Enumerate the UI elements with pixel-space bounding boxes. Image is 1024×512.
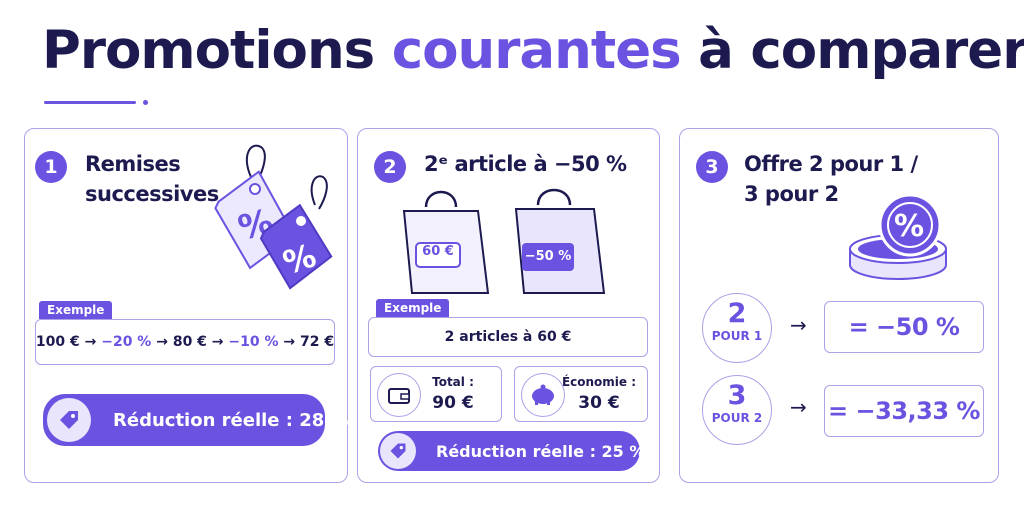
title-underline [44, 101, 136, 104]
example-box: 2 articles à 60 € [368, 317, 648, 357]
total-label: Total : [432, 375, 474, 389]
card-heading: 2ᵉ article à −50 % [424, 152, 627, 176]
offer-result: = −50 % [824, 301, 984, 353]
offer-big-number: 2 [727, 298, 747, 329]
result-text: Réduction réelle : 28 % [113, 409, 349, 431]
example-discount2: −10 % [228, 334, 279, 350]
example-mid: → 80 € → [156, 334, 224, 350]
card-heading-line2: successives [85, 182, 219, 206]
card-number: 3 [696, 151, 728, 183]
total-value: 90 € [432, 393, 474, 413]
total-box: Total : 90 € [370, 366, 502, 422]
example-label: Exemple [39, 301, 113, 319]
result-pill: Réduction réelle : 28 % [43, 394, 349, 446]
result-pill: Réduction réelle : 25 % [378, 431, 645, 471]
title-underline-dot [143, 100, 148, 105]
example-discount1: −20 % [101, 334, 152, 350]
bag2-discount: −50 % [524, 249, 572, 264]
offer-small-text: POUR 1 [711, 329, 763, 343]
svg-text:%: % [894, 209, 924, 244]
card-bundle-offer: 3 Offre 2 pour 1 / 3 pour 2 % 2 POUR 1 →… [679, 128, 999, 483]
card-heading-line1: Offre 2 pour 1 / [744, 152, 918, 176]
offer-small-text: POUR 2 [711, 411, 763, 425]
card-heading: Offre 2 pour 1 / 3 pour 2 [744, 149, 918, 209]
wallet-icon [377, 373, 421, 417]
title-part1: Promotions [42, 20, 392, 81]
card-heading-line2: 3 pour 2 [744, 182, 839, 206]
shopping-bag-icon [402, 190, 490, 294]
page-title: Promotions courantes à comparer [42, 20, 1024, 81]
offer-big-number: 3 [727, 380, 747, 411]
card-heading: Remises successives [85, 149, 219, 209]
saving-box: Économie : 30 € [514, 366, 648, 422]
bag1-price: 60 € [422, 244, 454, 259]
title-part3: à comparer [680, 20, 1024, 81]
tag-icon [380, 433, 416, 469]
price-tags-icon: % % [214, 144, 333, 290]
offer-2-for-1-badge: 2 POUR 1 [702, 293, 772, 363]
offer-result: = −33,33 % [824, 385, 984, 437]
piggy-bank-icon [521, 373, 565, 417]
card-second-item: 2 2ᵉ article à −50 % 60 € −50 % Exemple … [357, 128, 660, 483]
percent-coin-icon: % [849, 193, 947, 280]
result-text: Réduction réelle : 25 % [436, 441, 646, 461]
card-successive-discounts: 1 Remises successives % % Exemple 100 € … [24, 128, 349, 483]
arrow-icon: → [790, 395, 807, 419]
example-end: → 72 € [283, 334, 335, 350]
arrow-icon: → [790, 313, 807, 337]
offer-3-for-2-badge: 3 POUR 2 [702, 375, 772, 445]
example-label: Exemple [376, 299, 450, 317]
saving-value: 30 € [578, 393, 620, 413]
card-number: 1 [35, 151, 67, 183]
card-number: 2 [374, 151, 406, 183]
saving-label: Économie : [561, 375, 637, 389]
example-box: 100 € → −20 % → 80 € → −10 % → 72 € [35, 319, 335, 365]
tag-icon [47, 398, 91, 442]
example-start: 100 € → [35, 334, 97, 350]
title-accent: courantes [391, 20, 682, 81]
discount-bag-icon [514, 188, 606, 294]
card-heading-line1: Remises [85, 152, 181, 176]
